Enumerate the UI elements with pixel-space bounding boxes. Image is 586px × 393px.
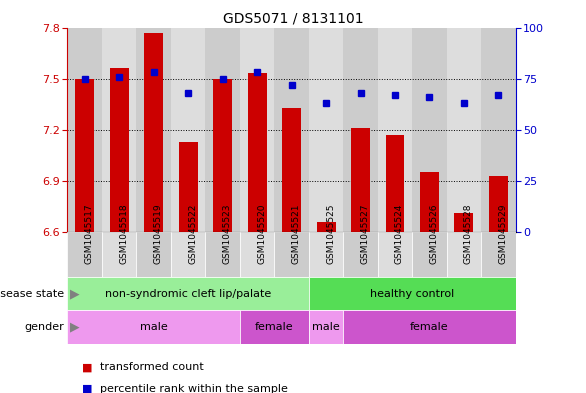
Text: ▶: ▶ bbox=[70, 287, 80, 300]
Text: transformed count: transformed count bbox=[100, 362, 203, 373]
Text: percentile rank within the sample: percentile rank within the sample bbox=[100, 384, 288, 393]
Text: GSM1045529: GSM1045529 bbox=[499, 204, 507, 264]
Text: ■: ■ bbox=[82, 362, 93, 373]
Bar bbox=[67, 232, 102, 277]
Bar bbox=[447, 232, 481, 277]
Text: GSM1045519: GSM1045519 bbox=[154, 204, 162, 264]
Bar bbox=[412, 28, 447, 232]
Text: female: female bbox=[410, 322, 449, 332]
Bar bbox=[67, 310, 240, 344]
Text: GSM1045522: GSM1045522 bbox=[188, 204, 197, 264]
Bar bbox=[316, 222, 336, 232]
Text: ▶: ▶ bbox=[70, 321, 80, 334]
Bar bbox=[240, 232, 274, 277]
Bar bbox=[343, 310, 516, 344]
Text: GSM1045525: GSM1045525 bbox=[326, 204, 335, 264]
Text: GDS5071 / 8131101: GDS5071 / 8131101 bbox=[223, 12, 363, 26]
Bar bbox=[309, 310, 343, 344]
Bar bbox=[489, 176, 508, 232]
Bar bbox=[75, 79, 94, 232]
Bar bbox=[481, 28, 516, 232]
Bar bbox=[412, 232, 447, 277]
Bar bbox=[309, 28, 343, 232]
Bar bbox=[343, 28, 378, 232]
Bar bbox=[137, 28, 171, 232]
Bar bbox=[240, 310, 309, 344]
Bar bbox=[386, 135, 404, 232]
Bar bbox=[171, 28, 205, 232]
Bar bbox=[481, 232, 516, 277]
Bar bbox=[102, 28, 137, 232]
Text: disease state: disease state bbox=[0, 289, 64, 299]
Bar bbox=[205, 232, 240, 277]
Bar bbox=[274, 28, 309, 232]
Bar bbox=[455, 213, 473, 232]
Bar bbox=[247, 73, 267, 232]
Bar bbox=[282, 108, 301, 232]
Text: GSM1045517: GSM1045517 bbox=[84, 204, 94, 264]
Text: GSM1045528: GSM1045528 bbox=[464, 204, 473, 264]
Bar bbox=[378, 28, 412, 232]
Bar bbox=[137, 232, 171, 277]
Bar bbox=[343, 232, 378, 277]
Text: healthy control: healthy control bbox=[370, 289, 454, 299]
Bar bbox=[351, 128, 370, 232]
Text: male: male bbox=[312, 322, 340, 332]
Bar bbox=[274, 232, 309, 277]
Bar bbox=[179, 141, 197, 232]
Bar bbox=[309, 277, 516, 310]
Text: ■: ■ bbox=[82, 384, 93, 393]
Bar bbox=[110, 68, 128, 232]
Bar bbox=[213, 79, 232, 232]
Bar bbox=[144, 33, 163, 232]
Bar bbox=[102, 232, 137, 277]
Bar bbox=[67, 28, 102, 232]
Text: gender: gender bbox=[25, 322, 64, 332]
Bar bbox=[309, 232, 343, 277]
Text: female: female bbox=[255, 322, 294, 332]
Text: GSM1045527: GSM1045527 bbox=[360, 204, 370, 264]
Bar bbox=[205, 28, 240, 232]
Text: GSM1045521: GSM1045521 bbox=[291, 204, 301, 264]
Text: GSM1045526: GSM1045526 bbox=[430, 204, 438, 264]
Bar bbox=[67, 277, 309, 310]
Text: GSM1045524: GSM1045524 bbox=[395, 204, 404, 264]
Bar bbox=[171, 232, 205, 277]
Text: GSM1045520: GSM1045520 bbox=[257, 204, 266, 264]
Bar bbox=[378, 232, 412, 277]
Bar bbox=[420, 172, 439, 232]
Text: GSM1045518: GSM1045518 bbox=[119, 204, 128, 264]
Text: GSM1045523: GSM1045523 bbox=[223, 204, 231, 264]
Text: male: male bbox=[139, 322, 168, 332]
Bar bbox=[240, 28, 274, 232]
Bar bbox=[447, 28, 481, 232]
Text: non-syndromic cleft lip/palate: non-syndromic cleft lip/palate bbox=[105, 289, 271, 299]
